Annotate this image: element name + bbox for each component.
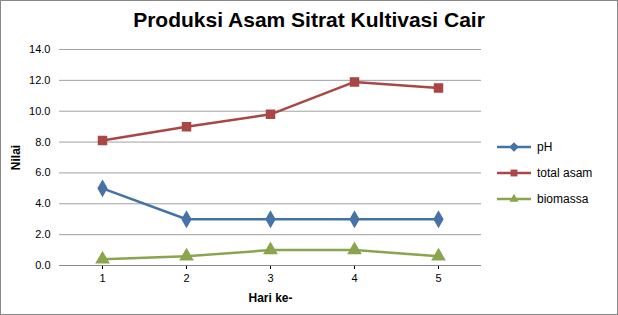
svg-text:Nilai: Nilai xyxy=(9,145,23,170)
svg-text:2.0: 2.0 xyxy=(35,228,50,240)
svg-text:Hari ke-: Hari ke- xyxy=(248,291,292,305)
svg-text:3: 3 xyxy=(267,272,273,284)
html-text:biomassa: biomassa xyxy=(537,192,589,206)
svg-text:6.0: 6.0 xyxy=(35,166,50,178)
html-text:pH: pH xyxy=(537,140,553,154)
svg-text:4.0: 4.0 xyxy=(35,197,50,209)
svg-text:0.0: 0.0 xyxy=(35,259,50,271)
svg-text:4: 4 xyxy=(351,272,357,284)
html-text:Produksi Asam Sitrat Kultivasi: Produksi Asam Sitrat Kultivasi Cair xyxy=(133,8,485,31)
html-text:total asam: total asam xyxy=(537,166,593,180)
svg-text:12.0: 12.0 xyxy=(29,74,50,86)
svg-text:10.0: 10.0 xyxy=(29,105,50,117)
svg-text:1: 1 xyxy=(99,272,105,284)
svg-text:2: 2 xyxy=(183,272,189,284)
svg-text:14.0: 14.0 xyxy=(29,43,50,55)
svg-text:8.0: 8.0 xyxy=(35,136,50,148)
svg-text:5: 5 xyxy=(435,272,441,284)
